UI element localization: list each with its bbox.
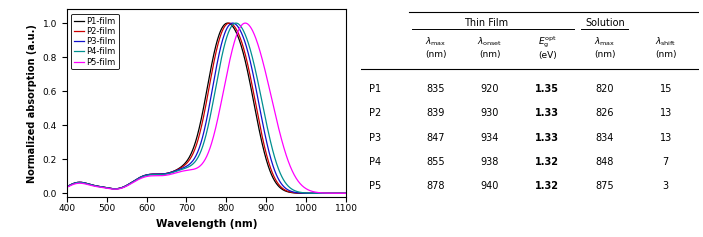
P3-film	[108, 187, 117, 190]
Text: 839: 839	[427, 108, 445, 118]
P3-film	[63, 185, 71, 188]
Text: $\lambda_{\rm max}$
(nm): $\lambda_{\rm max}$ (nm)	[425, 36, 446, 59]
P4-film	[177, 168, 186, 171]
Text: 855: 855	[427, 157, 445, 167]
P2-film	[302, 192, 310, 195]
P3-film	[228, 22, 237, 24]
Line: P2-film: P2-film	[67, 23, 346, 193]
P2-film	[342, 192, 350, 195]
Text: P1: P1	[369, 84, 381, 94]
Text: 834: 834	[595, 133, 614, 143]
P3-film	[302, 192, 310, 195]
P2-film	[267, 169, 276, 172]
Line: P1-film: P1-film	[67, 23, 346, 193]
P4-film	[302, 191, 310, 194]
Text: 1.32: 1.32	[536, 157, 560, 167]
P1-film	[177, 165, 186, 168]
Text: 1.35: 1.35	[536, 84, 560, 94]
P5-film	[108, 188, 117, 191]
P4-film	[267, 144, 276, 147]
Text: 835: 835	[427, 84, 445, 94]
Text: 920: 920	[481, 84, 499, 94]
Line: P3-film: P3-film	[67, 23, 346, 193]
Line: P4-film: P4-film	[67, 23, 346, 193]
P5-film	[302, 187, 310, 190]
P2-film	[105, 187, 113, 190]
P3-film	[177, 167, 186, 170]
Text: 875: 875	[595, 181, 614, 191]
Text: $E_{\rm g}^{\rm opt}$
(eV): $E_{\rm g}^{\rm opt}$ (eV)	[538, 34, 557, 60]
P3-film	[342, 192, 350, 195]
P5-film	[342, 192, 350, 195]
Text: Solution: Solution	[585, 18, 625, 27]
Text: 1.32: 1.32	[536, 181, 560, 191]
P2-film	[177, 166, 186, 169]
P4-film	[288, 188, 296, 191]
P2-film	[288, 191, 296, 194]
Text: P2: P2	[369, 108, 381, 118]
Text: 848: 848	[595, 157, 614, 167]
Text: $\lambda_{\rm shift}$
(nm): $\lambda_{\rm shift}$ (nm)	[655, 36, 676, 59]
P1-film	[105, 187, 113, 190]
Text: 1.33: 1.33	[536, 108, 560, 118]
P3-film	[267, 159, 276, 162]
P4-film	[63, 186, 71, 188]
P2-film	[63, 185, 71, 188]
P5-film	[105, 187, 113, 190]
P5-film	[288, 169, 296, 171]
P5-film	[267, 96, 276, 99]
P5-film	[63, 186, 71, 189]
Text: P4: P4	[369, 157, 381, 167]
P1-film	[342, 192, 350, 195]
Text: $\lambda_{\rm max}$
(nm): $\lambda_{\rm max}$ (nm)	[594, 36, 616, 59]
Text: Thin Film: Thin Film	[465, 18, 508, 27]
Text: 15: 15	[659, 84, 672, 94]
P3-film	[288, 190, 296, 193]
P3-film	[105, 187, 113, 190]
Text: 940: 940	[481, 181, 499, 191]
X-axis label: Wavelength (nm): Wavelength (nm)	[155, 219, 257, 229]
Text: P5: P5	[369, 181, 381, 191]
Text: 930: 930	[481, 108, 499, 118]
Text: 820: 820	[595, 84, 614, 94]
Text: 3: 3	[663, 181, 669, 191]
P4-film	[108, 187, 117, 190]
P4-film	[105, 187, 113, 190]
Text: 13: 13	[659, 133, 672, 143]
Text: 13: 13	[659, 108, 672, 118]
Text: 938: 938	[481, 157, 499, 167]
Text: 1.33: 1.33	[536, 133, 560, 143]
P1-film	[267, 173, 276, 176]
Text: 878: 878	[427, 181, 445, 191]
P2-film	[226, 22, 234, 24]
P1-film	[108, 187, 117, 190]
P1-film	[302, 192, 310, 195]
Text: 847: 847	[427, 133, 445, 143]
P1-film	[288, 191, 296, 194]
P4-film	[232, 22, 240, 24]
Legend: P1-film, P2-film, P3-film, P4-film, P5-film: P1-film, P2-film, P3-film, P4-film, P5-f…	[71, 14, 119, 69]
Text: P3: P3	[369, 133, 381, 143]
P4-film	[342, 192, 350, 195]
P1-film	[224, 22, 232, 24]
P1-film	[63, 185, 71, 188]
Line: P5-film: P5-film	[67, 23, 346, 193]
P2-film	[108, 187, 117, 190]
Text: $\lambda_{\rm onset}$
(nm): $\lambda_{\rm onset}$ (nm)	[477, 36, 503, 59]
Text: 7: 7	[662, 157, 669, 167]
P5-film	[177, 170, 186, 173]
Text: 934: 934	[481, 133, 499, 143]
Text: 826: 826	[595, 108, 614, 118]
P5-film	[241, 22, 250, 24]
Y-axis label: Normalized absorption (a.u.): Normalized absorption (a.u.)	[27, 24, 37, 182]
